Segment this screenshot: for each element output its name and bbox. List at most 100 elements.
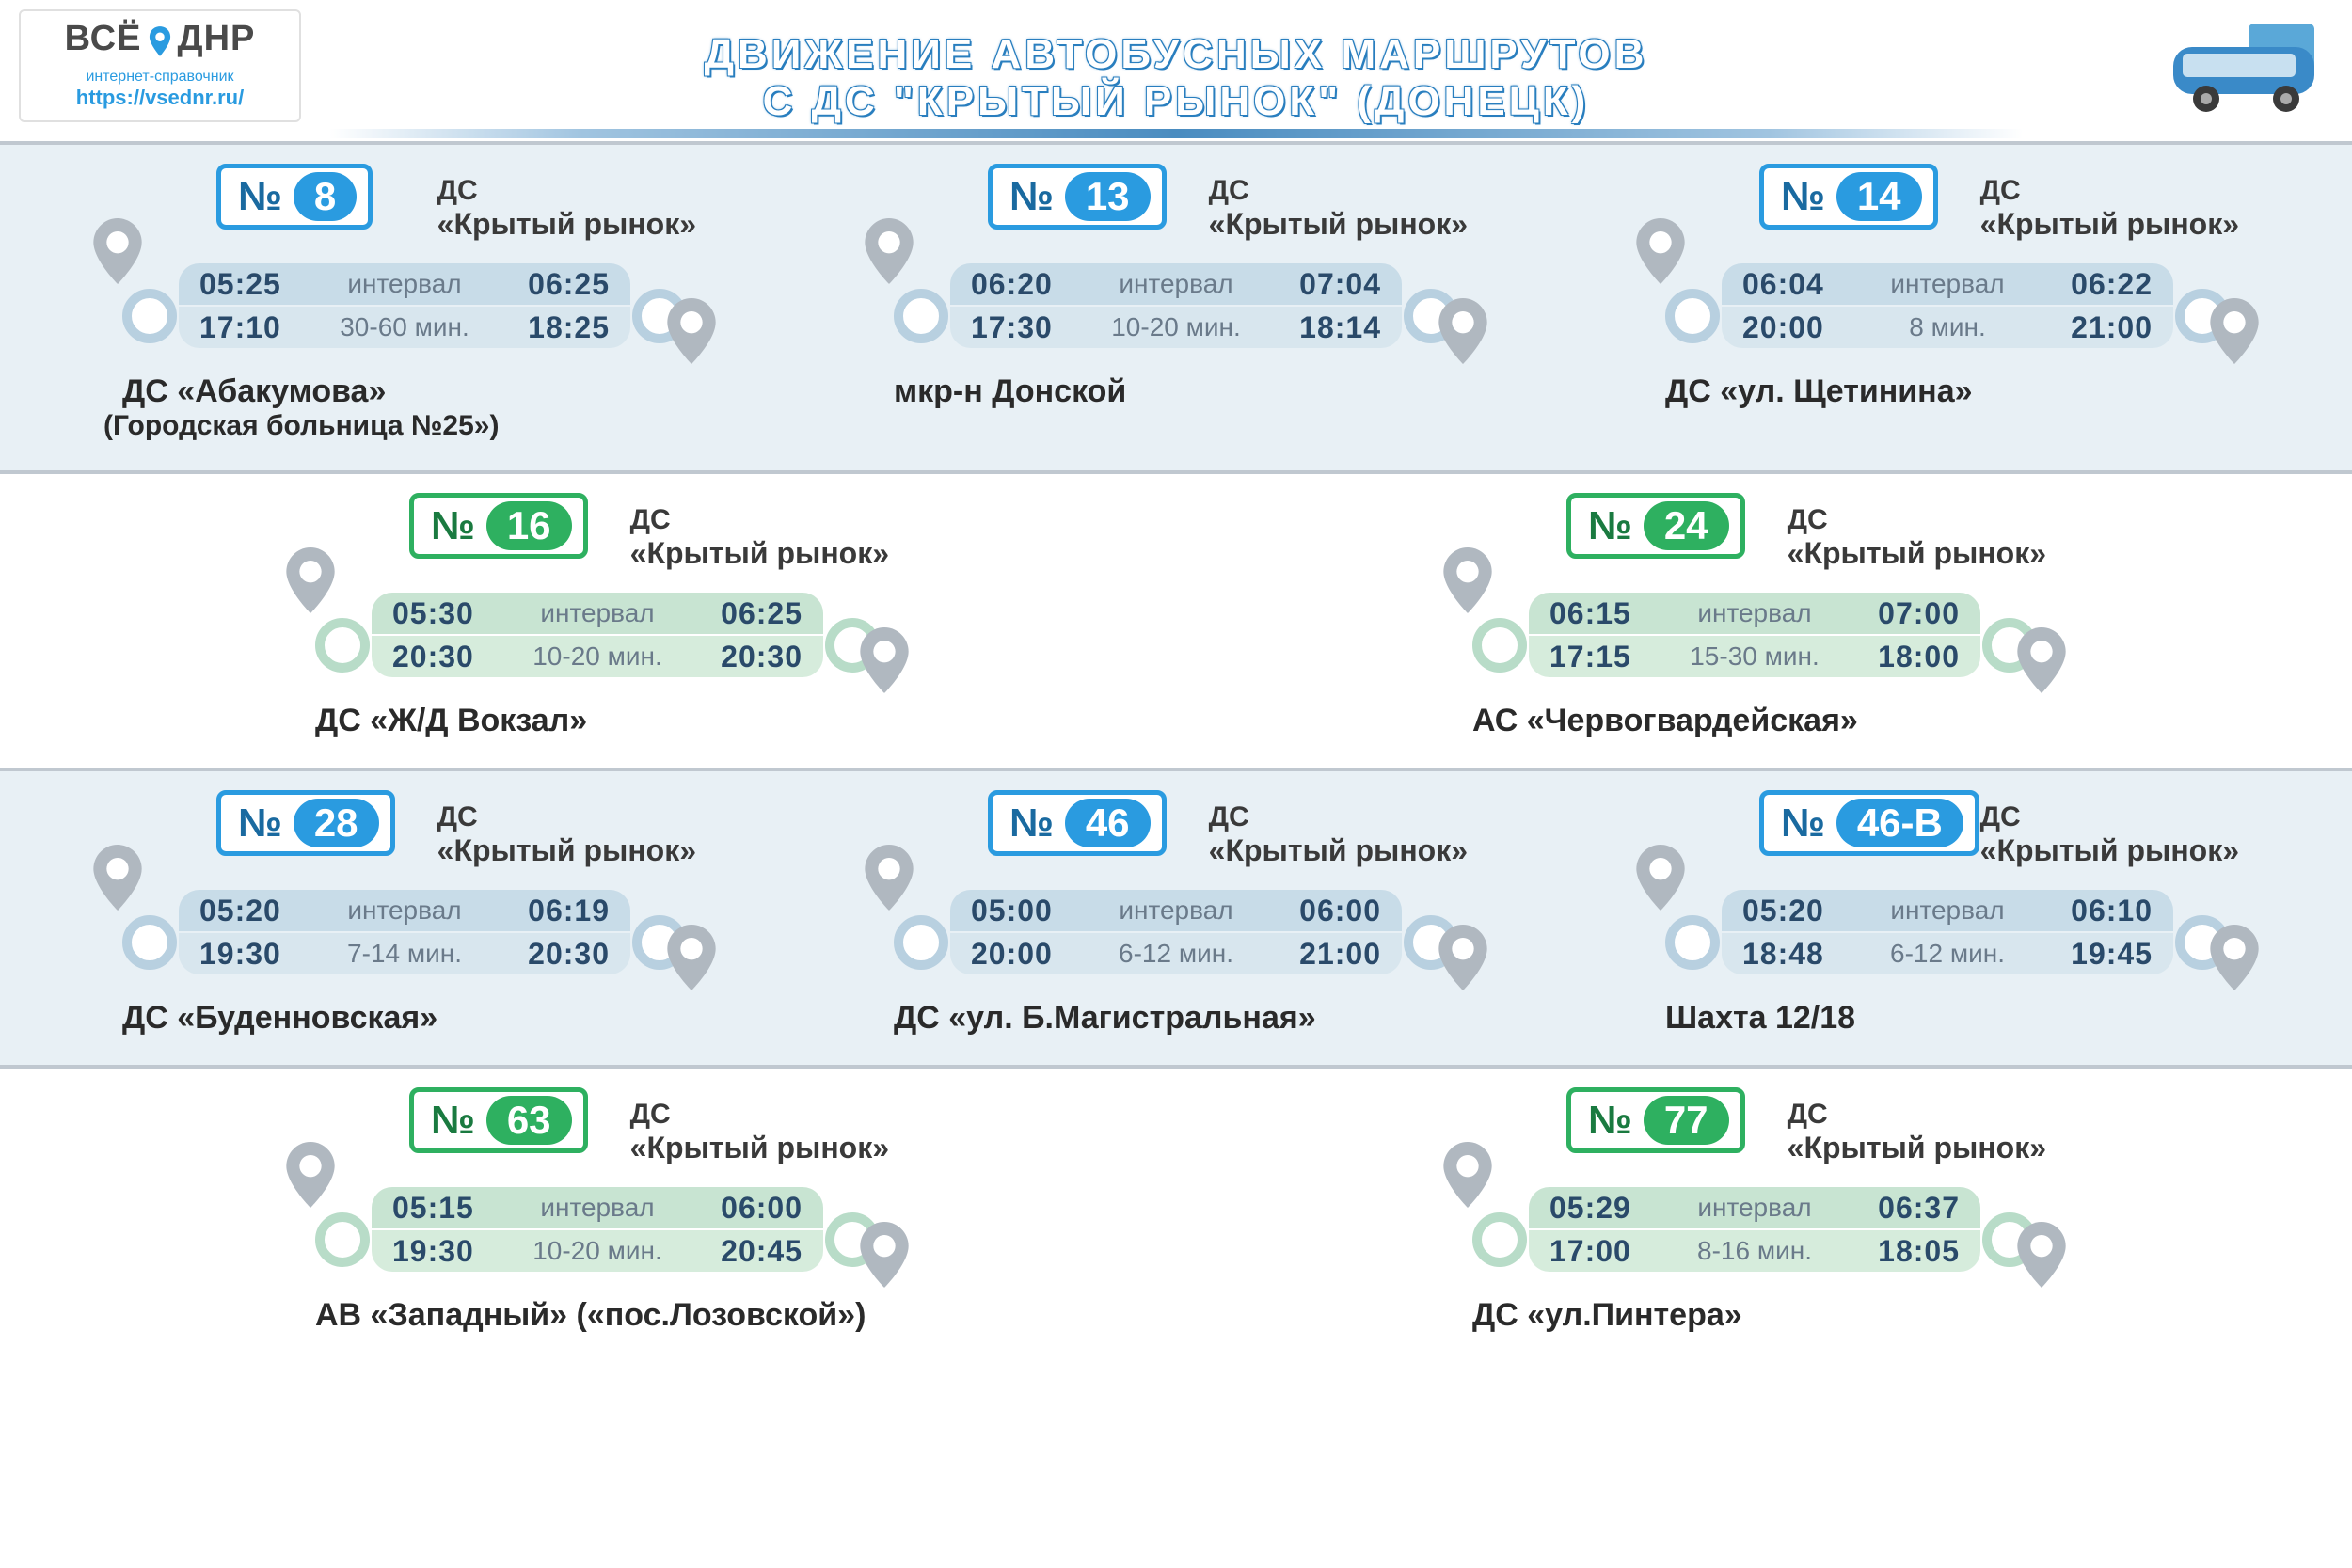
- map-pin-icon: [1628, 218, 1693, 284]
- time-last-dep: 17:30: [971, 310, 1053, 345]
- interval-value: 8 мин.: [1909, 312, 1985, 342]
- destination: АВ «Западный» («пос.Лозовской»): [268, 1297, 927, 1334]
- origin-name: «Крытый рынок»: [1209, 833, 1468, 868]
- map-pin-icon: [85, 218, 151, 284]
- map-pin-icon: [1430, 298, 1496, 364]
- map-pin-icon: [659, 298, 724, 364]
- schedule: 05:15интервал06:0019:3010-20 мин.20:45: [268, 1180, 927, 1283]
- destination: ДС «ул.Пинтера»: [1425, 1297, 2084, 1334]
- time-last-dep: 18:48: [1742, 937, 1824, 972]
- route-number: 77: [1644, 1096, 1729, 1145]
- route-row: №63 ДС«Крытый рынок» 05:15интервал06:0019:…: [38, 1087, 2314, 1334]
- destination: АС «Червогвардейская»: [1425, 703, 2084, 739]
- schedule-row-2: 18:486-12 мин.19:45: [1722, 933, 2173, 974]
- route-number: 16: [486, 501, 572, 550]
- origin-ds: ДС: [1209, 175, 1468, 207]
- route-card-77: №77ДС«Крытый рынок»05:29интервал06:3717:…: [1425, 1087, 2084, 1334]
- route-number: 46: [1065, 799, 1151, 847]
- time-first-arr: 07:00: [1878, 596, 1960, 631]
- time-first-dep: 05:20: [1742, 894, 1824, 928]
- route-number: 46-В: [1836, 799, 1963, 847]
- route-no-prefix: №: [238, 800, 282, 846]
- time-first-arr: 06:25: [721, 596, 803, 631]
- time-last-dep: 17:00: [1549, 1234, 1631, 1269]
- interval-label: интервал: [1890, 269, 2004, 299]
- route-row: №8ДС«Крытый рынок»05:25интервал06:2517:1…: [38, 164, 2314, 442]
- route-badge: №16: [409, 493, 588, 559]
- time-first-dep: 05:25: [199, 267, 281, 302]
- route-card-46-В: №46-ВДС«Крытый рынок»05:20интервал06:101…: [1618, 790, 2277, 1037]
- schedule-row-1: 06:15 интервал 07:00: [1529, 593, 1980, 634]
- interval-value: 8-16 мин.: [1697, 1236, 1812, 1266]
- time-first-dep: 05:00: [971, 894, 1053, 928]
- interval-label: интервал: [347, 895, 461, 926]
- interval-value: 6-12 мин.: [1890, 939, 2005, 969]
- time-last-dep: 17:15: [1549, 640, 1631, 674]
- ring-icon: [1472, 1212, 1527, 1267]
- interval-label: интервал: [540, 598, 654, 628]
- time-first-dep: 06:15: [1549, 596, 1631, 631]
- schedule: 05:25интервал06:2517:1030-60 мин.18:25: [75, 256, 734, 359]
- ring-icon: [1665, 915, 1720, 970]
- destination-sub: (Городская больница №25»): [75, 410, 734, 442]
- time-first-dep: 06:20: [971, 267, 1053, 302]
- interval-value: 10-20 мин.: [532, 641, 662, 672]
- schedule-row-2: 17:3010-20 мин.18:14: [950, 307, 1402, 348]
- logo-url: https://vsednr.ru/: [32, 86, 288, 110]
- logo: ВСЁ ДНР интернет-справочник https://vsed…: [19, 9, 301, 122]
- time-first-arr: 06:00: [1299, 894, 1381, 928]
- interval-label: интервал: [1697, 598, 1811, 628]
- map-pin-icon: [1628, 845, 1693, 911]
- schedule-row-1: 06:04интервал06:22: [1722, 263, 2173, 305]
- time-last-arr: 18:05: [1878, 1234, 1960, 1269]
- destination: ДС «Абакумова»: [75, 373, 734, 410]
- page-title: ДВИЖЕНИЕ АВТОБУСНЫХ МАРШРУТОВ С ДС "КРЫТ…: [0, 3, 2352, 138]
- route-card-24: №24ДС«Крытый рынок»06:15интервал07:0017:…: [1425, 493, 2084, 739]
- title-line-1: ДВИЖЕНИЕ АВТОБУСНЫХ МАРШРУТОВ: [0, 31, 2352, 78]
- route-badge: №13: [988, 164, 1167, 230]
- route-no-prefix: №: [238, 174, 282, 219]
- route-badge: №63: [409, 1087, 588, 1153]
- interval-value: 7-14 мин.: [347, 939, 462, 969]
- schedule: 05:29интервал06:3717:008-16 мин.18:05: [1425, 1180, 2084, 1283]
- route-card-14: №14ДС«Крытый рынок»06:04интервал06:2220:…: [1618, 164, 2277, 442]
- ring-icon: [1472, 618, 1527, 673]
- map-pin-icon: [1435, 547, 1501, 613]
- header: ВСЁ ДНР интернет-справочник https://vsed…: [0, 0, 2352, 141]
- origin-ds: ДС: [630, 504, 889, 536]
- schedule-row-2: 20:3010-20 мин.20:30: [372, 636, 823, 677]
- time-last-dep: 20:00: [971, 937, 1053, 972]
- time-last-dep: 19:30: [199, 937, 281, 972]
- schedule-row-1: 05:00интервал06:00: [950, 890, 1402, 931]
- route-band: №63 ДС«Крытый рынок» 05:15интервал06:0019:…: [0, 1069, 2352, 1362]
- origin-label: ДС«Крытый рынок»: [630, 1099, 889, 1165]
- route-card-63: №63 ДС«Крытый рынок» 05:15интервал06:0019:…: [268, 1087, 927, 1334]
- route-number: 63: [486, 1096, 572, 1145]
- schedule: 06:15 интервал 07:00 17:1515-30 мин.18:00: [1425, 585, 2084, 689]
- route-badge: №28: [216, 790, 395, 856]
- origin-label: ДС«Крытый рынок»: [1209, 175, 1468, 242]
- origin-label: ДС«Крытый рынок»: [437, 175, 696, 242]
- map-pin-icon: [1430, 925, 1496, 990]
- ring-icon: [122, 289, 177, 343]
- origin-ds: ДС: [1980, 175, 2239, 207]
- time-first-arr: 06:10: [2071, 894, 2153, 928]
- map-pin-icon: [2009, 627, 2074, 693]
- route-number: 24: [1644, 501, 1729, 550]
- route-number: 13: [1065, 172, 1151, 221]
- destination: Шахта 12/18: [1618, 1000, 2277, 1037]
- ring-icon: [315, 1212, 370, 1267]
- interval-label: интервал: [1697, 1193, 1811, 1223]
- schedule-row-1: 06:20интервал07:04: [950, 263, 1402, 305]
- route-card-13: №13ДС«Крытый рынок»06:20интервал07:0417:…: [847, 164, 1505, 442]
- route-no-prefix: №: [431, 503, 475, 548]
- schedule-row-2: 17:00 8-16 мин. 18:05: [1529, 1230, 1980, 1272]
- route-card-46: №46ДС«Крытый рынок»05:00интервал06:0020:…: [847, 790, 1505, 1037]
- route-no-prefix: №: [1781, 800, 1825, 846]
- map-pin-icon: [851, 627, 917, 693]
- map-pin-icon: [856, 218, 922, 284]
- route-no-prefix: №: [1781, 174, 1825, 219]
- bus-icon: [2164, 14, 2333, 118]
- time-last-arr: 20:30: [528, 937, 610, 972]
- schedule-row-2: 17:1515-30 мин.18:00: [1529, 636, 1980, 677]
